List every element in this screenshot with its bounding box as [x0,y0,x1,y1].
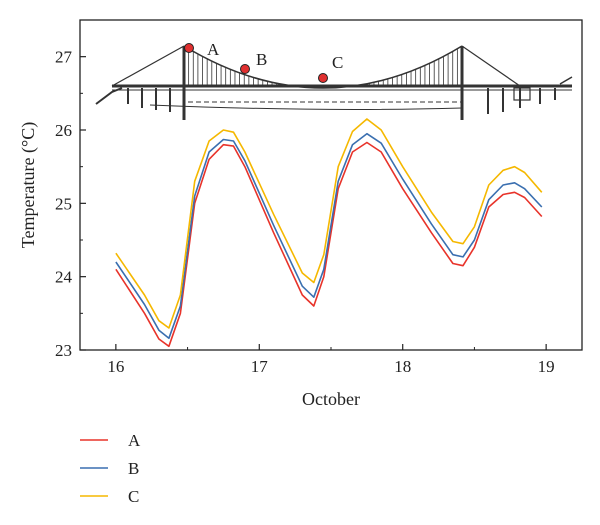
inset-point-a [184,43,194,53]
series-line-c [115,118,543,329]
inset-point-c-label: C [332,53,343,72]
y-tick-label: 26 [55,121,72,140]
y-axis-title: Temperature (°C) [18,122,39,248]
tick-layer: 16 17 18 19 23 24 25 26 27 [55,48,555,376]
series-layer [115,118,543,348]
legend-label-c: C [128,487,139,506]
x-tick-label: 16 [107,357,124,376]
x-tick-label: 19 [538,357,555,376]
y-tick-label: 24 [55,268,73,287]
inset-points: A B C [184,40,343,83]
y-tick-label: 23 [55,341,72,360]
legend: ABC [80,431,141,506]
series-line-a [115,141,543,348]
x-axis-title: October [302,389,360,409]
legend-label-a: A [128,431,141,450]
legend-label-b: B [128,459,139,478]
suspension-bridge-icon [95,45,573,120]
inset-point-a-label: A [207,40,220,59]
inset-point-c [318,73,328,83]
x-tick-label: 17 [251,357,269,376]
x-tick-label: 18 [394,357,411,376]
inset-point-b-label: B [256,50,267,69]
inset-point-b [240,64,250,74]
y-tick-label: 27 [55,48,73,67]
y-tick-label: 25 [55,194,72,213]
series-line-b [115,132,543,340]
